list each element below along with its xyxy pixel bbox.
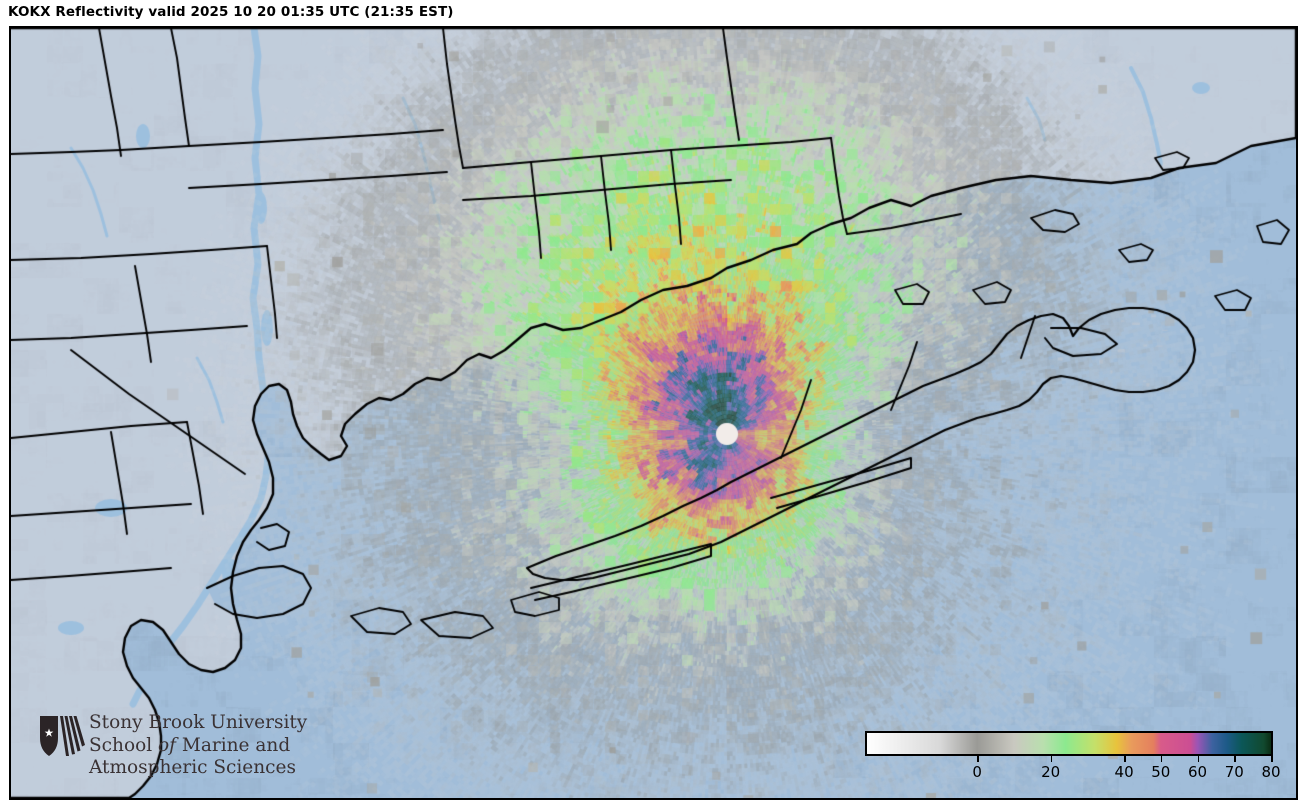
colorbar-tick xyxy=(1271,756,1273,762)
colorbar: 0 20 40 50 60 70 80 xyxy=(865,731,1281,793)
colorbar-tick-marks xyxy=(865,756,1273,763)
colorbar-tick-label: 20 xyxy=(1041,763,1061,781)
colorbar-tick xyxy=(1234,756,1236,762)
colorbar-tick-label: 50 xyxy=(1151,763,1171,781)
colorbar-tick xyxy=(1050,756,1053,762)
colorbar-tick-label: 70 xyxy=(1224,763,1244,781)
colorbar-gradient xyxy=(865,731,1273,756)
colorbar-tick xyxy=(1124,756,1126,762)
title-bar: KOKX Reflectivity valid 2025 10 20 01:35… xyxy=(0,0,1316,26)
map-frame[interactable] xyxy=(9,26,1298,800)
colorbar-tick-label: 40 xyxy=(1114,763,1134,781)
page-title: KOKX Reflectivity valid 2025 10 20 01:35… xyxy=(8,4,454,20)
colorbar-tick-label: 80 xyxy=(1261,763,1281,781)
radar-map-canvas[interactable] xyxy=(11,28,1296,798)
colorbar-tick-label: 60 xyxy=(1187,763,1208,781)
colorbar-tick-label: 0 xyxy=(972,763,982,781)
colorbar-tick xyxy=(1197,756,1200,762)
colorbar-tick xyxy=(1160,756,1163,762)
colorbar-tick xyxy=(977,756,979,762)
